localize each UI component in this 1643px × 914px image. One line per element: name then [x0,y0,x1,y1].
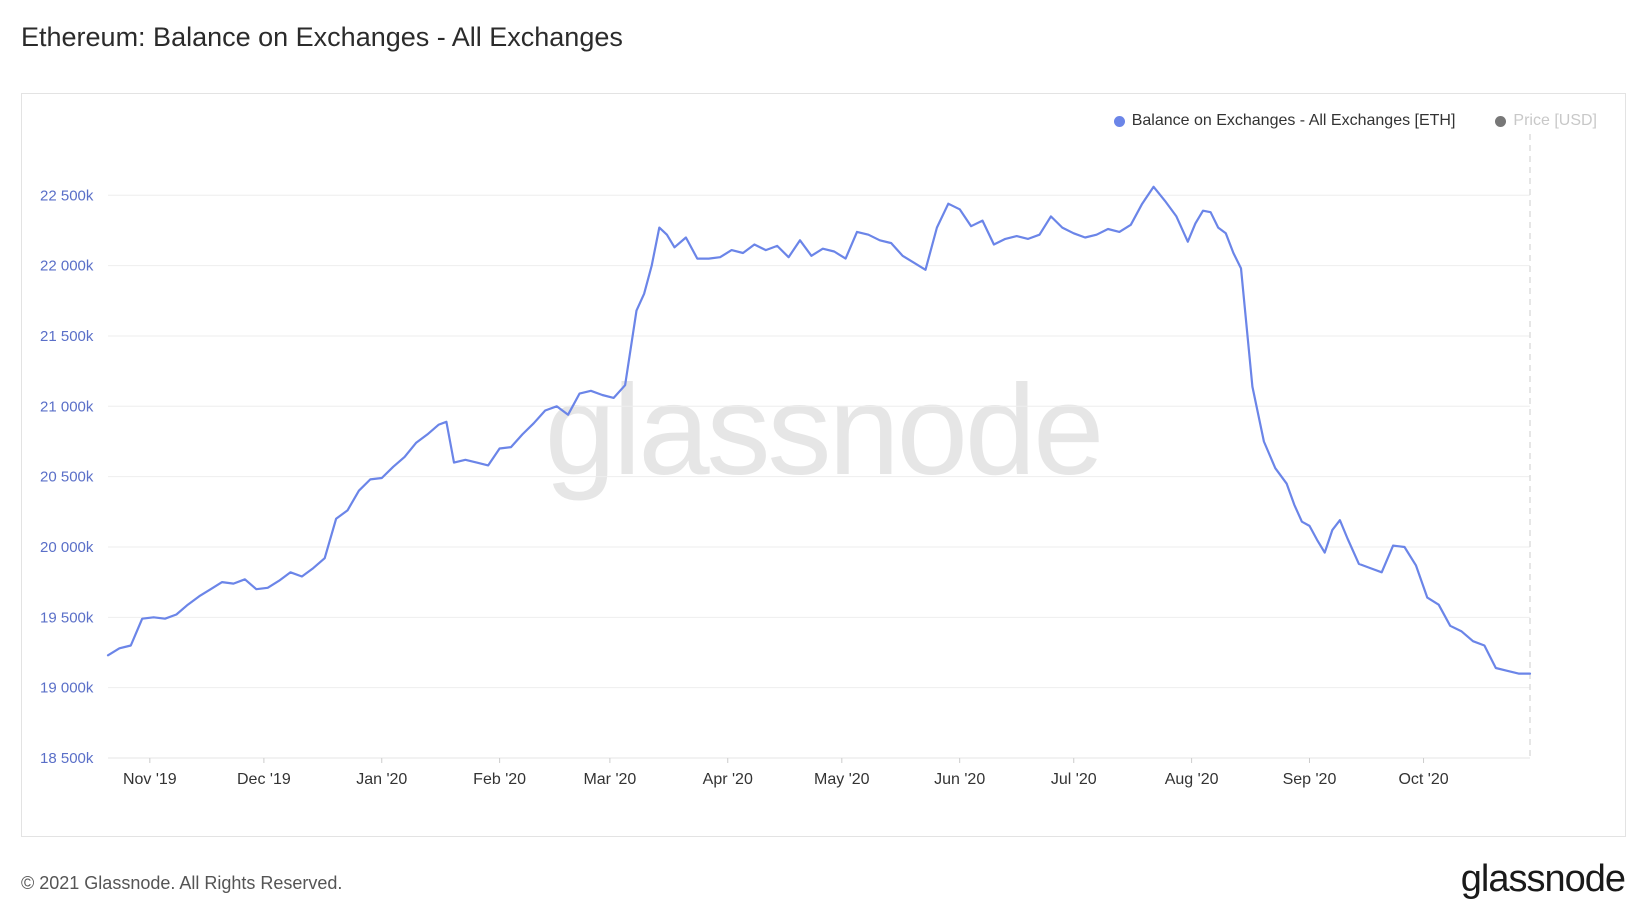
x-tick-label: May '20 [814,771,870,788]
x-tick-label: Oct '20 [1398,771,1448,788]
legend-dot-price [1495,115,1507,127]
x-tick-label: Jul '20 [1051,771,1097,788]
y-tick-label: 21 500k [40,328,94,345]
y-tick-label: 19 500k [40,609,94,626]
x-tick-label: Feb '20 [473,771,526,788]
x-tick-label: Dec '19 [237,771,291,788]
chart-title: Ethereum: Balance on Exchanges - All Exc… [21,22,623,52]
y-tick-label: 20 500k [40,469,94,486]
legend-label-price: Price [USD] [1513,112,1597,129]
series-line-balance [106,185,1532,675]
x-tick-label: Sep '20 [1283,771,1337,788]
y-tick-label: 22 000k [40,258,94,275]
x-tick-label: Aug '20 [1165,771,1219,788]
y-tick-label: 22 500k [40,187,94,204]
x-tick-label: Nov '19 [123,771,177,788]
watermark: glassnode [545,359,1102,502]
legend-item-price[interactable]: Price [USD] [1495,112,1597,130]
footer-copyright: © 2021 Glassnode. All Rights Reserved. [21,873,343,893]
y-tick-label: 18 500k [40,750,94,767]
legend-item-balance[interactable]: Balance on Exchanges - All Exchanges [ET… [1113,112,1456,130]
y-tick-label: 21 000k [40,398,94,415]
chart-svg: glassnode 18 500k 19 000k 19 500k 20 000k 20 … [40,134,1532,788]
x-tick-label: Jan '20 [356,771,407,788]
y-tick-label: 19 000k [40,680,94,697]
x-tick-label: Jun '20 [934,771,985,788]
chart-legend: Balance on Exchanges - All Exchanges [ET… [1113,112,1597,130]
chart-panel: Balance on Exchanges - All Exchanges [ET… [21,93,1626,837]
legend-label-balance: Balance on Exchanges - All Exchanges [ET… [1131,112,1456,129]
x-tick-label: Mar '20 [583,771,636,788]
footer-brand-logo: glassnode [1460,858,1626,900]
legend-dot-balance [1113,115,1125,127]
y-tick-label: 20 000k [40,539,94,556]
x-tick-label: Apr '20 [703,771,753,788]
